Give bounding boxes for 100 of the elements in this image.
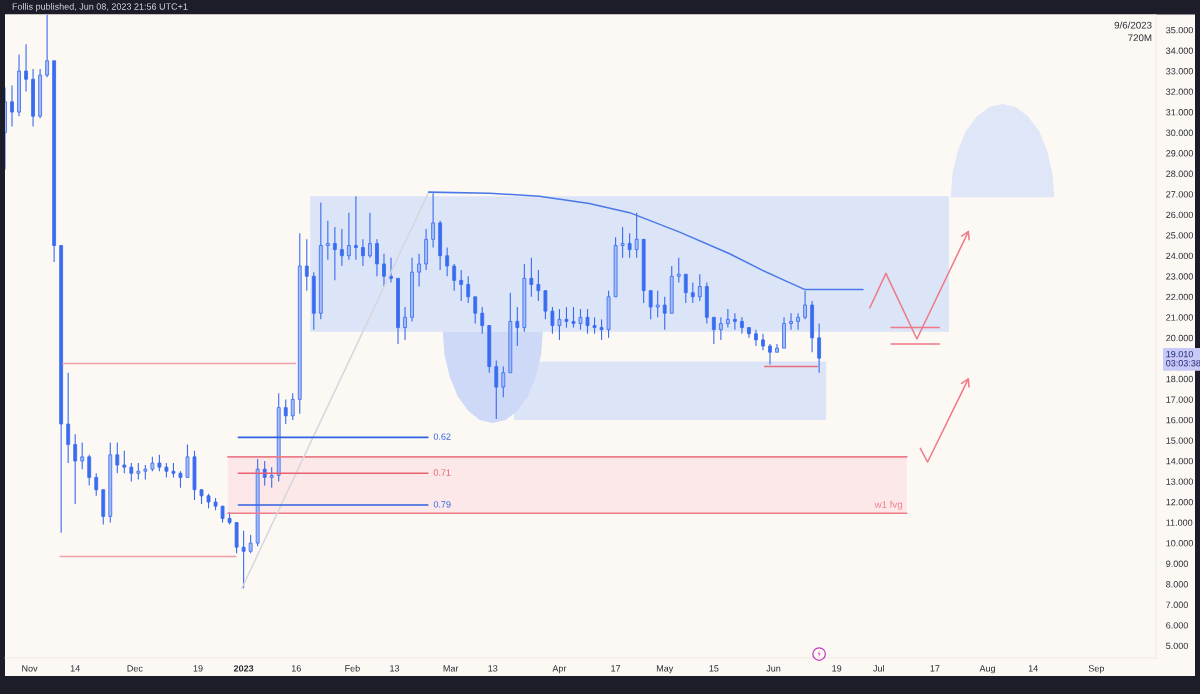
candlestick xyxy=(185,444,190,478)
candlestick xyxy=(115,441,120,474)
candlestick xyxy=(585,308,590,335)
annotation: 9/6/2023 xyxy=(1114,21,1152,29)
candlestick xyxy=(515,306,520,347)
y-tick-label: 35.000 xyxy=(1166,26,1193,34)
candlestick xyxy=(501,366,506,398)
y-tick-label: 22.000 xyxy=(1166,293,1193,301)
candlestick xyxy=(683,273,688,304)
y-tick-label: 20.000 xyxy=(1166,334,1193,342)
candlestick xyxy=(304,238,309,292)
y-tick-label: 7.000 xyxy=(1166,601,1188,608)
candlestick xyxy=(697,273,702,302)
x-tick-label: Aug xyxy=(979,665,996,674)
y-tick-label: 16.000 xyxy=(1166,416,1193,424)
candlestick xyxy=(122,450,127,474)
x-tick-label: 17 xyxy=(930,665,940,672)
candlestick xyxy=(24,43,28,93)
y-tick-label: 30.000 xyxy=(1166,129,1193,136)
y-tick-label: 9.000 xyxy=(1166,560,1188,567)
candlestick xyxy=(768,343,772,366)
y-tick-label: 5.000 xyxy=(1166,642,1188,650)
x-tick-label: Dec xyxy=(127,665,143,672)
candlestick xyxy=(339,228,344,267)
x-tick-label: 16 xyxy=(291,665,301,672)
candlestick xyxy=(262,460,267,487)
y-tick-label: 13.000 xyxy=(1166,478,1193,485)
series-label: 0.62 xyxy=(433,433,451,440)
candlestick xyxy=(648,290,653,320)
candlestick xyxy=(361,238,365,267)
candlestick xyxy=(94,472,99,497)
x-tick-label: 13 xyxy=(390,665,400,672)
y-tick-label: 27.000 xyxy=(1166,191,1193,198)
candlestick xyxy=(389,257,393,283)
x-tick-label: May xyxy=(656,665,674,674)
x-tick-label: Apr xyxy=(552,665,567,674)
x-tick-label: Feb xyxy=(345,664,360,672)
candlestick xyxy=(354,195,358,261)
candlestick xyxy=(129,462,134,483)
annotation: 720M xyxy=(1128,34,1152,42)
y-tick-label: 6.000 xyxy=(1166,622,1188,629)
y-tick-label: 34.000 xyxy=(1166,47,1193,54)
y-tick-label: 24.000 xyxy=(1166,252,1193,260)
candlestick xyxy=(655,290,660,318)
candlestick xyxy=(10,84,14,128)
chart-title: Follis published, Jun 08, 2023 21:56 UTC+1 xyxy=(12,3,188,12)
candlestick xyxy=(557,308,562,341)
candlestick xyxy=(733,312,737,331)
candlestick xyxy=(627,232,632,259)
candlestick xyxy=(248,534,253,554)
candlestick xyxy=(543,290,548,320)
x-tick-label: 15 xyxy=(709,665,719,672)
y-tick-label: 18.000 xyxy=(1166,375,1193,383)
x-tick-label: 14 xyxy=(70,665,80,672)
candlestick xyxy=(445,246,450,277)
line-series xyxy=(427,191,864,291)
candlestick xyxy=(80,441,85,470)
candlestick xyxy=(564,306,569,329)
candlestick xyxy=(789,312,793,331)
y-tick-label: 28.000 xyxy=(1166,170,1193,178)
candlestick xyxy=(718,316,723,341)
candlestick xyxy=(711,316,716,345)
candlestick xyxy=(466,275,471,304)
y-tick-label: 25.000 xyxy=(1166,232,1193,239)
candlestick xyxy=(536,269,541,302)
candlestick xyxy=(817,322,822,374)
candlestick xyxy=(480,306,485,335)
candlestick xyxy=(290,392,295,421)
candlestick xyxy=(740,316,744,335)
candlestick xyxy=(571,306,576,329)
candlestick xyxy=(550,306,555,335)
y-tick-label: 31.000 xyxy=(1166,109,1193,116)
x-tick-label: 19 xyxy=(193,665,203,672)
candlestick xyxy=(796,312,800,331)
candlestick xyxy=(676,257,681,283)
candlestick xyxy=(73,433,78,505)
series-label: 0.71 xyxy=(433,469,451,476)
candlestick xyxy=(599,318,604,341)
candlestick xyxy=(690,281,695,304)
candlestick xyxy=(45,14,49,78)
x-tick-label: 14 xyxy=(1028,665,1038,672)
y-tick-label: 10.000 xyxy=(1166,540,1193,547)
x-tick-label: Jun xyxy=(766,665,781,672)
candlestick xyxy=(494,359,499,420)
candlestick xyxy=(452,263,457,292)
candlestick xyxy=(662,296,667,331)
x-tick-label: 17 xyxy=(611,665,621,672)
candlestick xyxy=(269,466,274,489)
candlestick xyxy=(241,530,246,589)
candlestick xyxy=(803,290,807,320)
x-tick-label: 2023 xyxy=(233,665,254,672)
series-label: w1 fvg xyxy=(874,500,903,510)
y-tick-label: 32.000 xyxy=(1166,88,1193,95)
y-tick-label: 21.000 xyxy=(1166,314,1193,321)
y-tick-label: 23.000 xyxy=(1166,273,1193,280)
x-tick-label: Sep xyxy=(1088,665,1104,674)
y-tick-label: 11.000 xyxy=(1166,519,1193,526)
candlestick xyxy=(578,308,583,331)
y-tick-label: 29.000 xyxy=(1166,150,1193,157)
candlestick xyxy=(725,308,730,329)
